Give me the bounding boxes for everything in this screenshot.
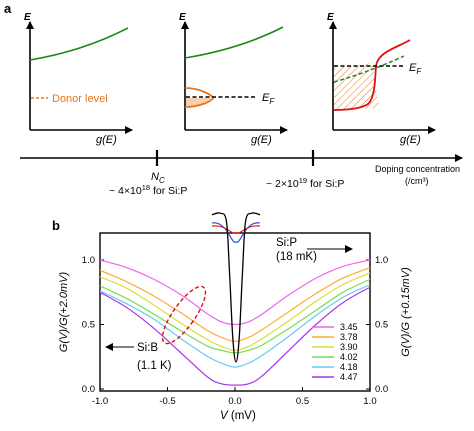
y-axis-left-label: G(V)/G(+2.0mV) — [58, 271, 70, 352]
series-line-4-02 — [99, 278, 371, 354]
g-axis-label-3: g(E) — [400, 134, 421, 146]
legend-label: 4.18 — [340, 362, 358, 372]
series-line-4-18 — [99, 283, 371, 368]
g-axis-label-1: g(E) — [96, 134, 117, 146]
high-doping-value-label: ~ 2×1019 for Si:P — [266, 176, 344, 190]
fermi-label-3: EF — [409, 62, 422, 76]
filled-states-hatch — [334, 62, 380, 110]
band-edge-dashed-curve — [333, 55, 405, 83]
panel-b-label: b — [52, 218, 60, 233]
inset-red-curve — [211, 225, 261, 234]
legend-label: 4.02 — [340, 352, 358, 362]
sib-sublabel: (1.1 K) — [137, 360, 172, 372]
series-group — [99, 259, 371, 386]
inset-black-curve — [211, 212, 261, 363]
subpanel-1: E g(E) Donor level — [24, 12, 133, 146]
fermi-label-2: EF — [262, 92, 275, 106]
x-axis-label: V (mV) — [220, 410, 256, 422]
e-axis-label-2: E — [179, 12, 186, 23]
y-tick-label-left: 0.0 — [82, 384, 95, 395]
plot-area: -1.0 -0.5 0.0 0.5 1.0 0.0 0.0 0.5 0.5 1.0 1.0 Si:… — [58, 212, 412, 422]
subpanel-2: E g(E) EF — [179, 12, 288, 146]
sib-label: Si:B — [137, 342, 158, 354]
legend-label: 4.47 — [340, 372, 358, 382]
subpanel-3: E g(E) EF — [327, 12, 436, 146]
doping-axis: NC ~ 4×1018 for Si:P ~ 2×1019 for Si:P D… — [20, 150, 463, 197]
inset-curve-group — [211, 212, 261, 363]
nc-value-label: ~ 4×1018 for Si:P — [109, 183, 187, 197]
y-tick-label-left: 0.5 — [82, 320, 95, 331]
e-axis-label-3: E — [327, 12, 334, 23]
x-tick-label: -1.0 — [92, 396, 108, 407]
series-line-3-78 — [99, 267, 371, 342]
legend: 3.453.783.904.024.184.47 — [312, 322, 358, 382]
y-axis-right-label: G(V)/G (+0.15mV) — [400, 267, 412, 357]
legend-label: 3.90 — [340, 342, 358, 352]
sip-label: Si:P — [276, 237, 297, 249]
e-axis-label-1: E — [24, 12, 31, 23]
g-axis-label-2: g(E) — [251, 134, 272, 146]
doping-axis-label: Doping concentration — [375, 164, 460, 174]
doping-axis-unit: (/cm³) — [405, 176, 429, 186]
inset-blue-curve — [211, 222, 261, 243]
nc-label: NC — [151, 171, 165, 185]
x-tick-label: 0.0 — [228, 396, 241, 407]
panel-a-label: a — [4, 1, 12, 16]
x-ticks: -1.0 -0.5 0.0 0.5 1.0 — [92, 387, 377, 407]
series-line-4-47 — [99, 286, 371, 386]
y-tick-label-right: 0.5 — [375, 320, 388, 331]
legend-label: 3.45 — [340, 322, 358, 332]
impurity-band-fill — [186, 98, 212, 106]
sip-sublabel: (18 mK) — [276, 251, 317, 263]
y-tick-label-right: 0.0 — [375, 384, 388, 395]
y-tick-label-right: 1.0 — [375, 255, 388, 266]
x-tick-label: -0.5 — [159, 396, 175, 407]
sib-highlight-ellipse — [161, 285, 207, 345]
series-line-3-90 — [99, 272, 371, 351]
merged-band-curve — [333, 39, 411, 111]
conduction-band-curve-2 — [184, 26, 284, 59]
series-line-3-45 — [99, 259, 371, 326]
donor-level-label: Donor level — [52, 93, 108, 105]
x-tick-label: 1.0 — [363, 396, 376, 407]
x-tick-label: 0.5 — [296, 396, 309, 407]
impurity-band-curve — [184, 87, 214, 108]
conduction-band-curve-1 — [29, 27, 129, 61]
legend-label: 3.78 — [340, 332, 358, 342]
y-tick-label-left: 1.0 — [82, 255, 95, 266]
